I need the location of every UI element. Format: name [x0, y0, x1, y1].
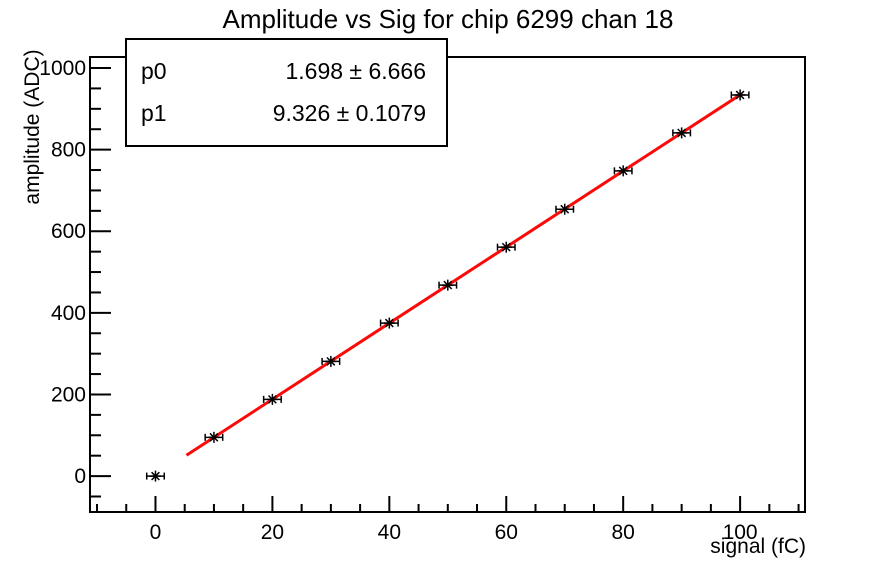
- data-point: [613, 165, 633, 177]
- x-axis-title: signal (fC): [710, 535, 806, 558]
- y-tick-label: 400: [51, 302, 86, 325]
- x-tick-label: 20: [261, 521, 284, 544]
- data-point: [145, 470, 165, 482]
- y-axis-title: amplitude (ADC): [21, 49, 44, 205]
- data-point: [262, 393, 282, 405]
- marker-line: [384, 318, 394, 328]
- marker-line: [501, 242, 511, 252]
- fit-line: [185, 92, 743, 457]
- marker-line: [618, 166, 628, 176]
- chart-title: Amplitude vs Sig for chip 6299 chan 18: [222, 4, 674, 34]
- marker-line: [735, 90, 745, 100]
- stat-p0-value: 1.698 ± 6.666: [285, 57, 426, 84]
- stat-row-p0: p0 1.698 ± 6.666: [141, 58, 426, 85]
- data-point: [672, 127, 692, 139]
- data-point: [321, 355, 341, 367]
- x-tick-label: 40: [378, 521, 401, 544]
- marker-line: [677, 128, 687, 138]
- data-point: [496, 241, 516, 253]
- y-tick-label: 800: [51, 139, 86, 162]
- y-tick-label: 1000: [39, 57, 86, 80]
- marker-line: [560, 204, 570, 214]
- stat-p1-value: 9.326 ± 0.1079: [272, 100, 426, 127]
- marker-line: [209, 432, 219, 442]
- x-tick-label: 0: [150, 521, 162, 544]
- stat-p1-name: p1: [141, 100, 167, 127]
- stat-row-p1: p1 9.326 ± 0.1079: [141, 100, 426, 127]
- data-point: [438, 279, 458, 291]
- fit-stats-box: p0 1.698 ± 6.666 p1 9.326 ± 0.1079: [125, 38, 448, 147]
- x-tick-label: 60: [495, 521, 518, 544]
- data-point: [555, 203, 575, 215]
- x-tick-label: 100: [723, 521, 758, 544]
- y-tick-label: 200: [51, 383, 86, 406]
- stat-p0-name: p0: [141, 57, 167, 84]
- x-tick-label: 80: [612, 521, 635, 544]
- marker-line: [267, 394, 277, 404]
- marker-line: [443, 280, 453, 290]
- data-point: [379, 317, 399, 329]
- marker-line: [151, 471, 160, 481]
- data-point: [204, 431, 224, 443]
- y-tick-label: 600: [51, 220, 86, 243]
- marker-line: [326, 356, 336, 366]
- y-tick-label: 0: [74, 465, 86, 488]
- data-point: [730, 89, 750, 101]
